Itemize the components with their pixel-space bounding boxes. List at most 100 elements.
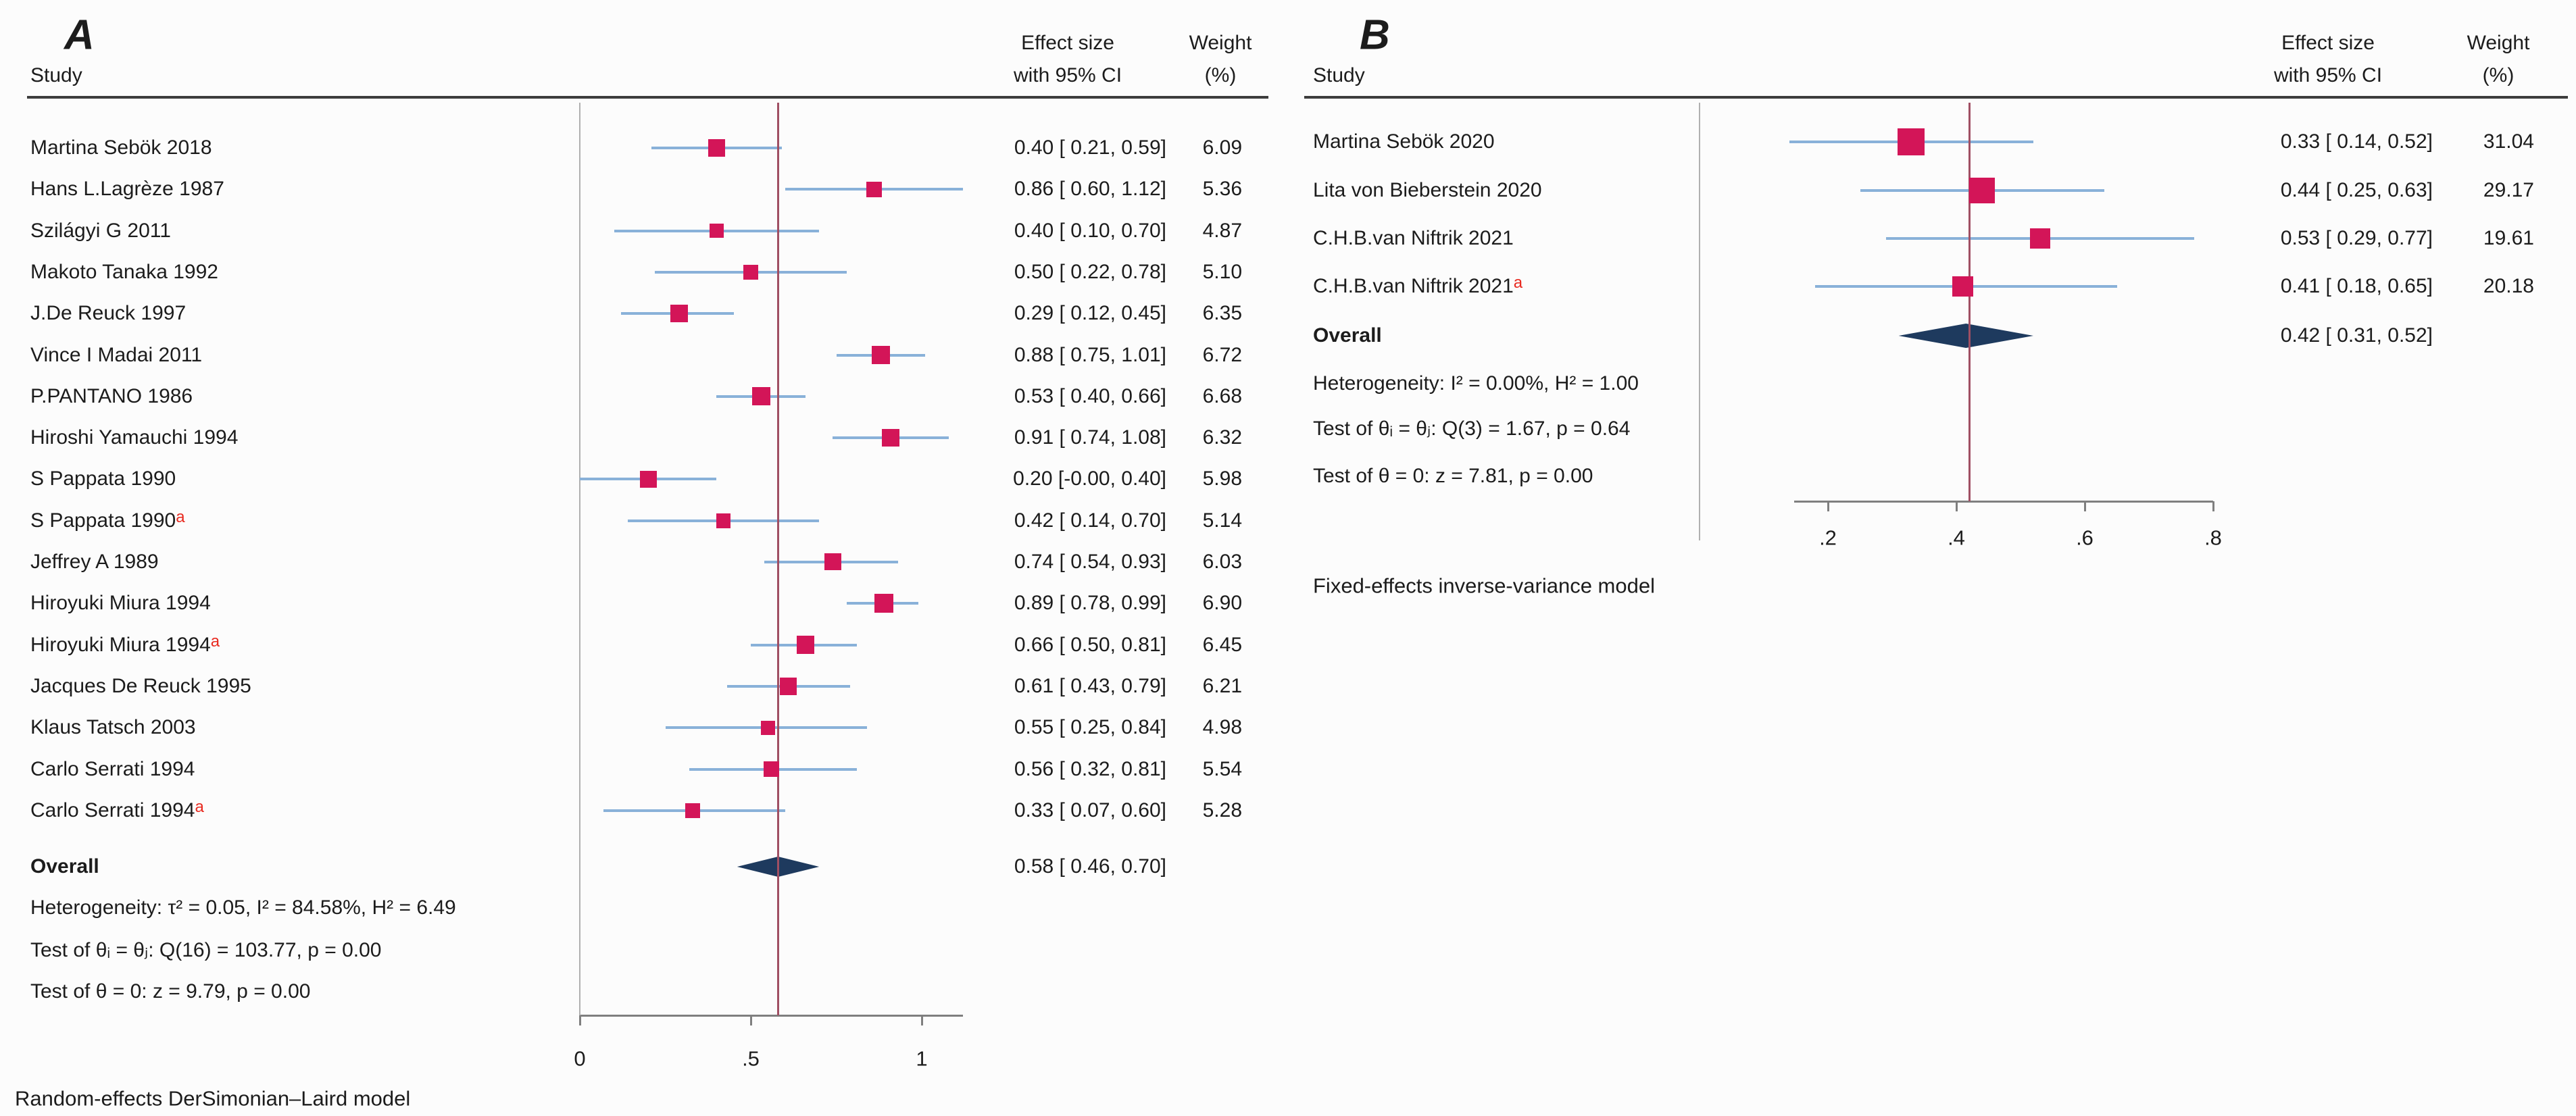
overall-effect-value: 0.42 [ 0.31, 0.52] [2280, 324, 2433, 347]
weight-value: 4.87 [1202, 219, 1242, 242]
effect-size-value: 0.40 [ 0.10, 0.70] [1014, 219, 1166, 242]
effect-marker [882, 429, 900, 447]
study-row-label: Vince I Madai 2011 [30, 343, 203, 366]
study-row-label: Klaus Tatsch 2003 [30, 716, 196, 739]
axis-tick-label: 1 [916, 1046, 928, 1071]
effect-marker [760, 720, 775, 735]
effect-size-value: 0.66 [ 0.50, 0.81] [1014, 633, 1166, 656]
axis-tick [578, 1015, 581, 1025]
study-row-label: Carlo Serrati 1994 [30, 757, 195, 780]
panel-b-letter: B [1360, 11, 1390, 59]
panel-a-letter: A [64, 11, 95, 59]
effect-marker [2029, 228, 2050, 249]
reference-line [1968, 103, 1971, 501]
effect-size-value: 0.33 [ 0.14, 0.52] [2280, 130, 2433, 153]
effect-marker [1898, 128, 1925, 155]
effect-marker [866, 181, 882, 197]
effect-size-value: 0.42 [ 0.14, 0.70] [1014, 509, 1166, 532]
effect-marker [751, 387, 770, 406]
study-row-label: Jacques De Reuck 1995 [30, 675, 251, 698]
axis-tick [1827, 501, 1829, 511]
axis-tick-label: .5 [742, 1046, 760, 1071]
overall-diamond [1898, 324, 2033, 348]
effect-size-value: 0.53 [ 0.40, 0.66] [1014, 385, 1166, 407]
plot-left-border [579, 103, 580, 1015]
effect-size-value: 0.50 [ 0.22, 0.78] [1014, 261, 1166, 284]
heterogeneity-stat: Heterogeneity: τ² = 0.05, I² = 84.58%, H… [30, 896, 456, 919]
weight-value: 5.14 [1202, 509, 1242, 532]
effect-size-value: 0.61 [ 0.43, 0.79] [1014, 675, 1166, 698]
study-row-label: P.PANTANO 1986 [30, 385, 193, 407]
overall-label: Overall [1313, 324, 1382, 347]
effect-marker [1968, 177, 1996, 204]
study-row-label: S Pappata 1990 [30, 467, 176, 490]
effect-size-value: 0.56 [ 0.32, 0.81] [1014, 757, 1166, 780]
effect-marker [716, 513, 731, 528]
effect-size-value: 0.55 [ 0.25, 0.84] [1014, 716, 1166, 739]
column-header-study: Study [30, 64, 82, 87]
effect-marker [871, 345, 890, 365]
weight-value: 20.18 [2483, 275, 2534, 298]
effect-size-value: 0.33 [ 0.07, 0.60] [1014, 799, 1166, 821]
effect-marker [709, 224, 724, 238]
effect-marker [685, 803, 701, 818]
model-note: Fixed-effects inverse-variance model [1313, 574, 1655, 598]
axis-tick [2083, 501, 2086, 511]
study-row-label: Szilágyi G 2011 [30, 219, 171, 242]
axis-tick-label: .4 [1948, 526, 1965, 550]
weight-value: 6.68 [1202, 385, 1242, 407]
test-theta-zero-stat: Test of θ = 0: z = 9.79, p = 0.00 [30, 980, 311, 1003]
weight-value: 5.98 [1202, 467, 1242, 490]
effect-size-value: 0.89 [ 0.78, 0.99] [1014, 592, 1166, 615]
study-row-label: Martina Sebök 2018 [30, 136, 212, 159]
axis-tick-label: .2 [1819, 526, 1837, 550]
effect-size-value: 0.74 [ 0.54, 0.93] [1014, 551, 1166, 574]
axis-tick [2212, 501, 2214, 511]
plot-left-border [1699, 103, 1700, 540]
column-header-study: Study [1313, 64, 1365, 87]
model-note: Random-effects DerSimonian–Laird model [15, 1086, 411, 1111]
column-header-weight-line2: (%) [2482, 64, 2515, 87]
weight-value: 6.72 [1202, 343, 1242, 366]
header-rule [27, 96, 1268, 99]
column-header-effect-size-line2: with 95% CI [2273, 64, 2383, 87]
study-row-label: C.H.B.van Niftrik 2021 [1313, 227, 1514, 250]
study-row-label: Makoto Tanaka 1992 [30, 261, 218, 284]
weight-value: 5.28 [1202, 799, 1242, 821]
reference-line [776, 103, 779, 1015]
column-header-effect-size-line1: Effect size [1021, 32, 1114, 55]
column-header-weight-line2: (%) [1204, 64, 1237, 87]
weight-value: 6.21 [1202, 675, 1242, 698]
effect-size-value: 0.40 [ 0.21, 0.59] [1014, 136, 1166, 159]
weight-value: 31.04 [2483, 130, 2534, 153]
x-axis-line [1794, 500, 2213, 503]
effect-size-value: 0.20 [-0.00, 0.40] [1013, 467, 1166, 490]
overall-label: Overall [30, 855, 99, 878]
x-axis-line [580, 1014, 963, 1017]
effect-marker [708, 139, 725, 157]
study-flag-superscript: a [210, 632, 220, 651]
weight-value: 6.45 [1202, 633, 1242, 656]
axis-tick-label: 0 [574, 1046, 586, 1071]
study-row-label: C.H.B.van Niftrik 2021a [1313, 274, 1523, 298]
effect-size-value: 0.41 [ 0.18, 0.65] [2280, 275, 2433, 298]
effect-size-value: 0.29 [ 0.12, 0.45] [1014, 302, 1166, 325]
effect-marker [796, 636, 815, 654]
test-theta-equal-stat: Test of θᵢ = θⱼ: Q(3) = 1.67, p = 0.64 [1313, 417, 1631, 440]
axis-tick-label: .8 [2204, 526, 2222, 550]
effect-size-value: 0.91 [ 0.74, 1.08] [1014, 426, 1166, 449]
effect-size-value: 0.53 [ 0.29, 0.77] [2280, 227, 2433, 250]
effect-marker [1952, 276, 1973, 297]
study-row-label: Lita von Bieberstein 2020 [1313, 179, 1542, 202]
weight-value: 6.90 [1202, 592, 1242, 615]
effect-size-value: 0.86 [ 0.60, 1.12] [1014, 178, 1166, 201]
effect-marker [743, 265, 758, 280]
column-header-weight-line1: Weight [1189, 32, 1252, 55]
column-header-weight-line1: Weight [2467, 32, 2530, 55]
study-row-label: J.De Reuck 1997 [30, 302, 187, 325]
study-row-label: Hiroyuki Miura 1994 [30, 592, 211, 615]
study-row-label: Jeffrey A 1989 [30, 551, 159, 574]
axis-tick [1955, 501, 1958, 511]
effect-marker [874, 594, 894, 613]
